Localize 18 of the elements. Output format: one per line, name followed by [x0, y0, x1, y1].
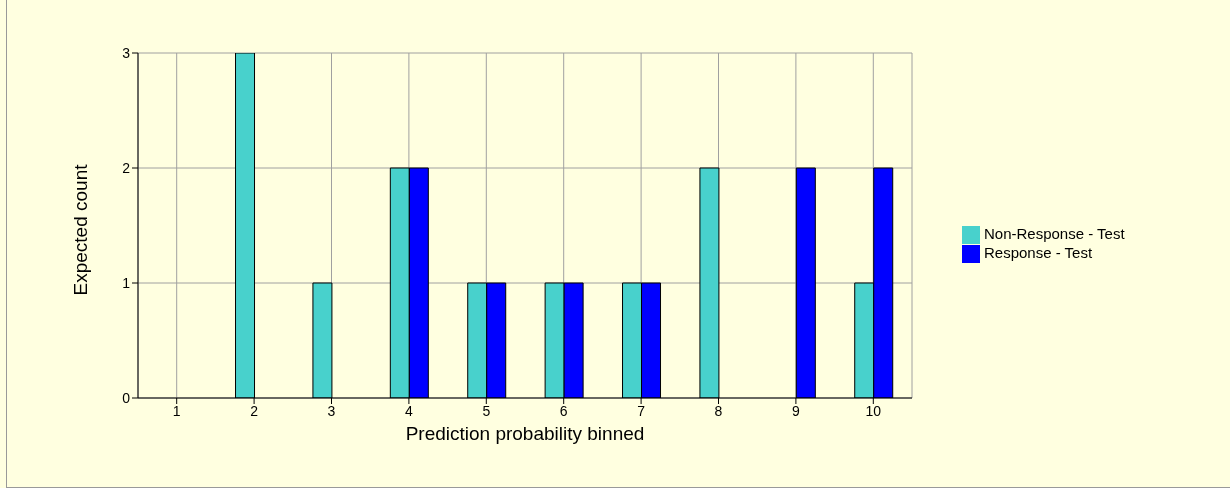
x-axis-title: Prediction probability binned	[405, 423, 645, 444]
x-tick-label: 2	[250, 402, 259, 419]
y-tick-label: 1	[122, 274, 131, 291]
x-tick-label: 5	[482, 402, 491, 419]
y-tick-label: 2	[122, 159, 131, 176]
x-tick-label: 8	[714, 402, 723, 419]
legend-label: Response - Test	[984, 244, 1093, 261]
x-tick-label: 3	[327, 402, 336, 419]
legend-label: Non-Response - Test	[984, 224, 1125, 242]
x-tick-label: 6	[559, 402, 568, 419]
x-tick-label: 1	[172, 402, 181, 419]
x-tick-label: 7	[637, 402, 646, 419]
y-tick-label: 3	[122, 44, 131, 61]
y-axis-title: Expected count	[69, 163, 91, 296]
x-tick-label: 10	[865, 402, 882, 419]
x-tick-label: 9	[792, 402, 800, 419]
x-tick-label: 4	[405, 402, 413, 419]
y-tick-label: 0	[122, 389, 131, 406]
